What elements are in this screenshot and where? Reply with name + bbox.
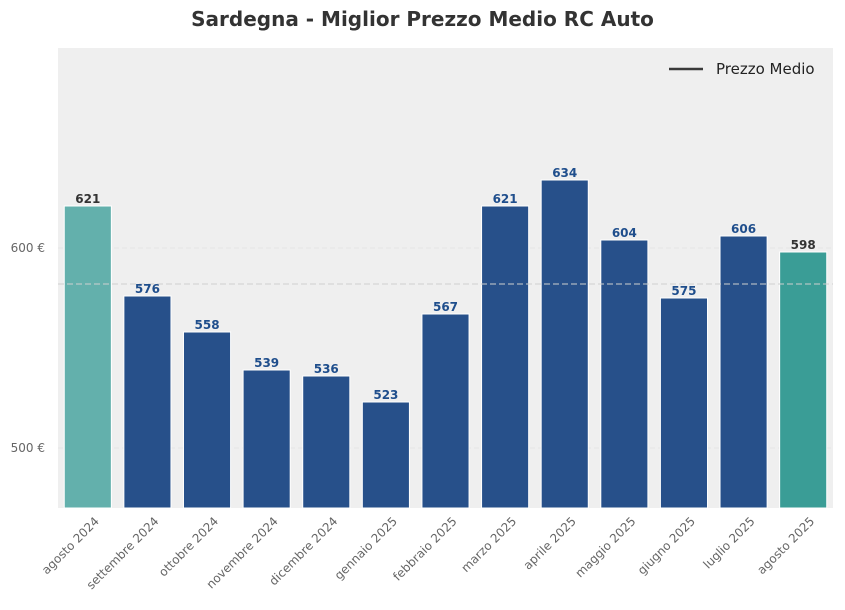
x-tick-label: febbraio 2025	[390, 514, 459, 583]
x-tick-label: ottobre 2024	[156, 514, 221, 579]
bar	[302, 375, 351, 509]
bar	[123, 295, 172, 509]
x-tick-label: giugno 2025	[635, 514, 698, 577]
bar	[242, 369, 291, 509]
y-tick-label: 600 €	[11, 241, 45, 255]
labels-layer: 621 576 558 539 536 523 567 621 634 604 575 606 598	[75, 166, 815, 402]
bar-value-label: 558	[195, 318, 220, 332]
bar-value-label: 621	[493, 192, 518, 206]
bar	[779, 251, 828, 509]
bar	[600, 239, 649, 509]
bar-value-label: 621	[75, 192, 100, 206]
x-tick-label: luglio 2025	[700, 514, 757, 571]
y-axis: 500 € 600 €	[11, 241, 45, 455]
bar-value-label: 536	[314, 362, 339, 376]
bar-value-label: 606	[731, 222, 756, 236]
bars-layer	[63, 179, 828, 509]
bar-value-label: 539	[254, 356, 279, 370]
x-tick-label: gennaio 2025	[332, 514, 400, 582]
bar	[63, 205, 112, 509]
bar	[481, 205, 530, 509]
bar-value-label: 576	[135, 282, 160, 296]
bar	[421, 313, 470, 509]
chart-title: Sardegna - Miglior Prezzo Medio RC Auto	[191, 7, 654, 31]
x-tick-label: agosto 2025	[754, 514, 817, 577]
legend: Prezzo Medio	[669, 60, 815, 78]
x-tick-label: agosto 2024	[39, 514, 102, 577]
bar	[659, 297, 709, 509]
bar-value-label: 523	[373, 388, 398, 402]
legend-label: Prezzo Medio	[716, 60, 815, 78]
bar	[540, 179, 589, 509]
bar-value-label: 598	[791, 238, 816, 252]
bar-value-label: 634	[552, 166, 577, 180]
bar-value-label: 567	[433, 300, 458, 314]
bar	[361, 401, 410, 509]
bar-value-label: 575	[671, 284, 696, 298]
bar	[182, 331, 232, 509]
x-tick-label: marzo 2025	[458, 514, 519, 575]
bar	[719, 235, 768, 509]
x-tick-label: maggio 2025	[572, 514, 638, 580]
x-tick-label: aprile 2025	[521, 514, 579, 572]
y-tick-label: 500 €	[11, 441, 45, 455]
bar-value-label: 604	[612, 226, 637, 240]
